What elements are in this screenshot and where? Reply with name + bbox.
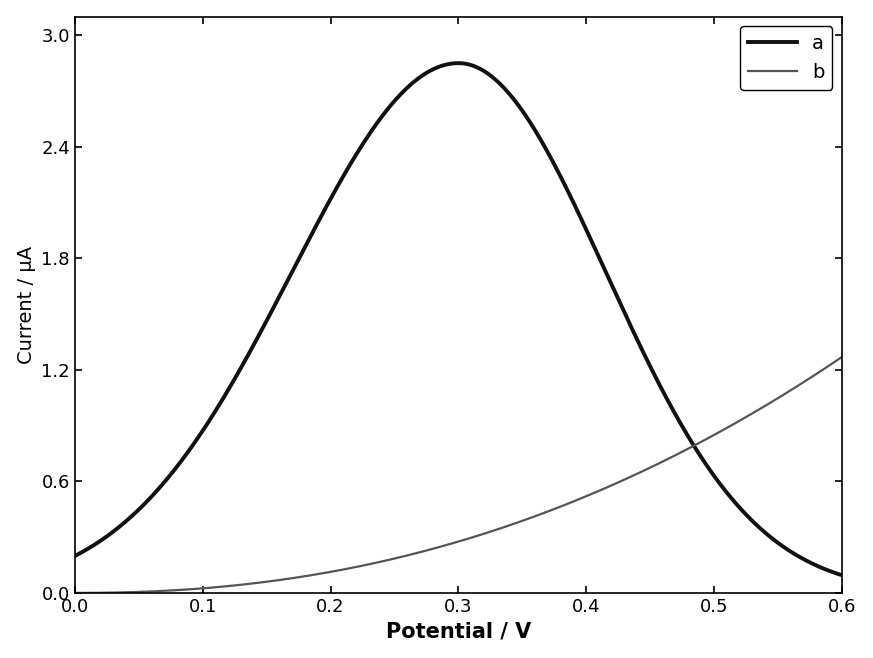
a	[674, 418, 684, 426]
a	[443, 61, 453, 68]
b	[815, 368, 825, 376]
Line: a: a	[75, 63, 842, 575]
a	[815, 563, 826, 571]
Line: b: b	[75, 357, 842, 593]
a	[837, 571, 848, 579]
a	[815, 563, 825, 571]
b	[443, 541, 453, 549]
b	[815, 368, 825, 376]
Legend: a, b: a, b	[740, 26, 833, 89]
b	[674, 449, 684, 457]
a	[453, 59, 464, 67]
b	[423, 546, 433, 554]
a	[70, 552, 80, 560]
a	[109, 527, 120, 535]
b	[837, 353, 848, 361]
b	[70, 589, 80, 597]
b	[109, 589, 120, 597]
Y-axis label: Current / μA: Current / μA	[17, 245, 36, 364]
a	[423, 68, 433, 76]
X-axis label: Potential / V: Potential / V	[386, 621, 531, 642]
